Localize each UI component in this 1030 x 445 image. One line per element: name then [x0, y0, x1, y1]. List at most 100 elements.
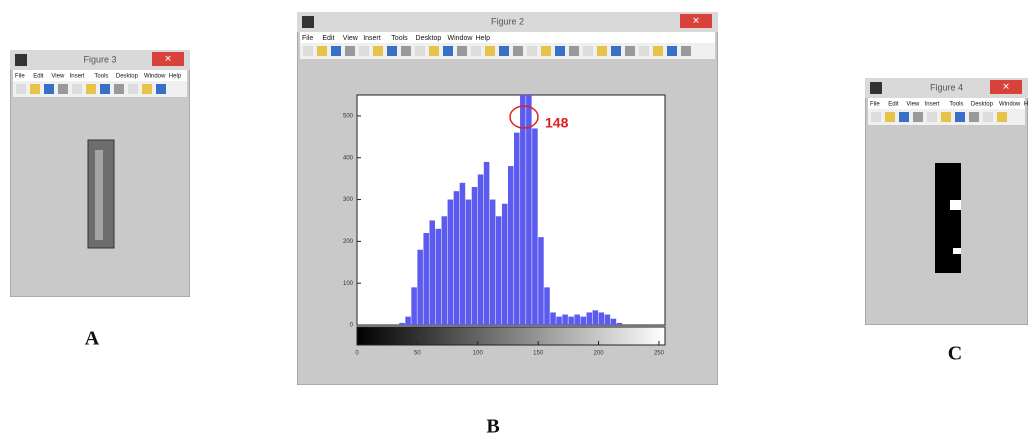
menu-item[interactable]: File	[15, 74, 25, 80]
binary-image-detail	[953, 248, 961, 254]
menu-item[interactable]: Desktop	[971, 102, 994, 108]
toolbar-button[interactable]	[583, 46, 593, 56]
menu-item[interactable]: File	[870, 102, 880, 108]
menu-item[interactable]: File	[302, 35, 313, 42]
toolbar-button[interactable]	[100, 84, 110, 94]
menu-item[interactable]: Edit	[888, 102, 899, 108]
close-button[interactable]	[680, 14, 712, 28]
toolbar-button[interactable]	[871, 112, 881, 122]
toolbar-button[interactable]	[625, 46, 635, 56]
bar	[550, 312, 556, 325]
menu-item[interactable]: Insert	[70, 74, 85, 80]
toolbar-button[interactable]	[387, 46, 397, 56]
toolbar-button[interactable]	[597, 46, 607, 56]
window-title: Figure 4	[930, 82, 963, 92]
menu-item[interactable]: Edit	[33, 74, 44, 80]
toolbar-button[interactable]	[415, 46, 425, 56]
close-button[interactable]	[990, 80, 1022, 94]
menu-item[interactable]: Desktop	[116, 74, 139, 80]
bar	[447, 199, 454, 325]
bar	[520, 95, 526, 325]
toolbar-button[interactable]	[611, 46, 621, 56]
toolbar-button[interactable]	[527, 46, 537, 56]
menu-item[interactable]: Help	[169, 74, 182, 80]
toolbar-button[interactable]	[86, 84, 96, 94]
menu-item[interactable]: Window	[144, 74, 166, 80]
toolbar-button[interactable]	[457, 46, 467, 56]
bar	[574, 314, 580, 325]
menu-item[interactable]: Tools	[94, 74, 108, 80]
close-x: ✕	[164, 53, 172, 63]
toolbar-button[interactable]	[941, 112, 951, 122]
toolbar-button[interactable]	[569, 46, 579, 56]
menu-item[interactable]: Desktop	[416, 35, 442, 42]
toolbar-button[interactable]	[513, 46, 523, 56]
toolbar-button[interactable]	[899, 112, 909, 122]
toolbar-button[interactable]	[401, 46, 411, 56]
toolbar-button[interactable]	[156, 84, 166, 94]
panel-label: B	[486, 416, 499, 438]
y-tick-label: 500	[343, 113, 354, 119]
toolbar-button[interactable]	[555, 46, 565, 56]
toolbar-button[interactable]	[541, 46, 551, 56]
gray-image-detail	[95, 150, 103, 240]
colorbar	[356, 326, 666, 346]
menu-item[interactable]: Edit	[322, 35, 334, 42]
toolbar-button[interactable]	[345, 46, 355, 56]
bar	[598, 312, 605, 325]
toolbar-button[interactable]	[955, 112, 965, 122]
toolbar-button[interactable]	[128, 84, 138, 94]
toolbar-button[interactable]	[142, 84, 152, 94]
toolbar-button[interactable]	[303, 46, 313, 56]
menu-bar	[13, 70, 187, 81]
toolbar-button[interactable]	[44, 84, 54, 94]
menu-item[interactable]: Insert	[925, 102, 940, 108]
toolbar-button[interactable]	[72, 84, 82, 94]
binary-image-detail	[950, 200, 961, 210]
toolbar-button[interactable]	[58, 84, 68, 94]
menu-item[interactable]: Tools	[949, 102, 963, 108]
menu-item[interactable]: Window	[999, 102, 1021, 108]
toolbar-button[interactable]	[331, 46, 341, 56]
toolbar-button[interactable]	[639, 46, 649, 56]
menu-item[interactable]: Help	[476, 35, 491, 42]
toolbar-button[interactable]	[317, 46, 327, 56]
toolbar-button[interactable]	[485, 46, 495, 56]
title-bar	[10, 50, 190, 70]
title-bar	[865, 78, 1028, 98]
toolbar-button[interactable]	[969, 112, 979, 122]
bar	[465, 199, 472, 325]
toolbar-button[interactable]	[373, 46, 383, 56]
menu-item[interactable]: View	[343, 35, 359, 42]
toolbar-button[interactable]	[653, 46, 663, 56]
bar	[489, 199, 496, 325]
menu-item[interactable]: Tools	[391, 35, 408, 42]
menu-item[interactable]: Window	[448, 35, 474, 42]
menu-item[interactable]: Help	[1024, 102, 1030, 108]
bar	[526, 95, 532, 325]
toolbar-button[interactable]	[667, 46, 677, 56]
annotation-circle	[509, 105, 539, 129]
menu-item[interactable]: Insert	[363, 35, 381, 42]
menu-item[interactable]: View	[51, 74, 65, 80]
close-button[interactable]	[152, 52, 184, 66]
bar	[568, 316, 574, 325]
toolbar-button[interactable]	[114, 84, 124, 94]
toolbar-button[interactable]	[997, 112, 1007, 122]
menu-item[interactable]: View	[906, 102, 920, 108]
bar	[411, 287, 417, 325]
toolbar-button[interactable]	[359, 46, 369, 56]
bar	[501, 203, 508, 325]
toolbar-button[interactable]	[443, 46, 453, 56]
toolbar-button[interactable]	[429, 46, 439, 56]
toolbar-button[interactable]	[30, 84, 40, 94]
toolbar-button[interactable]	[983, 112, 993, 122]
toolbar-button[interactable]	[471, 46, 481, 56]
toolbar-button[interactable]	[885, 112, 895, 122]
bar	[435, 228, 442, 325]
toolbar-button[interactable]	[499, 46, 509, 56]
toolbar-button[interactable]	[913, 112, 923, 122]
toolbar-button[interactable]	[16, 84, 26, 94]
toolbar-button[interactable]	[927, 112, 937, 122]
toolbar-button[interactable]	[681, 46, 691, 56]
